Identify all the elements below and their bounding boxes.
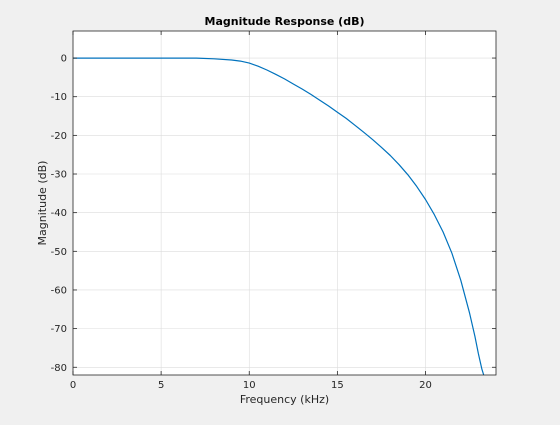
x-axis-label: Frequency (kHz) [240, 393, 329, 406]
y-tick-label: -40 [51, 208, 67, 219]
magnitude-series-line [73, 57, 485, 376]
chart-title: Magnitude Response (dB) [205, 15, 365, 28]
y-tick-label: -50 [51, 247, 67, 258]
y-tick-label: -70 [51, 324, 67, 335]
x-tick-label: 20 [419, 380, 432, 391]
y-tick-label: -30 [51, 170, 67, 181]
y-tick-label: -20 [51, 131, 67, 142]
axis-ticks: 0 5 10 15 20 0 -10 -20 -30 -40 -50 -60 -70 -80 [51, 31, 496, 391]
x-tick-label: 10 [243, 380, 256, 391]
x-tick-label: 15 [331, 380, 344, 391]
series-layer [73, 57, 485, 376]
y-axis-label: Magnitude (dB) [36, 161, 49, 246]
x-tick-label: 5 [158, 380, 164, 391]
y-tick-label: 0 [61, 54, 67, 65]
axes-box [72, 30, 497, 376]
plot-area [73, 31, 496, 375]
y-tick-label: -10 [51, 92, 67, 103]
x-tick-label: 0 [70, 380, 76, 391]
grid-lines [72, 31, 496, 375]
y-tick-label: -60 [51, 285, 67, 296]
y-tick-label: -80 [51, 363, 67, 374]
